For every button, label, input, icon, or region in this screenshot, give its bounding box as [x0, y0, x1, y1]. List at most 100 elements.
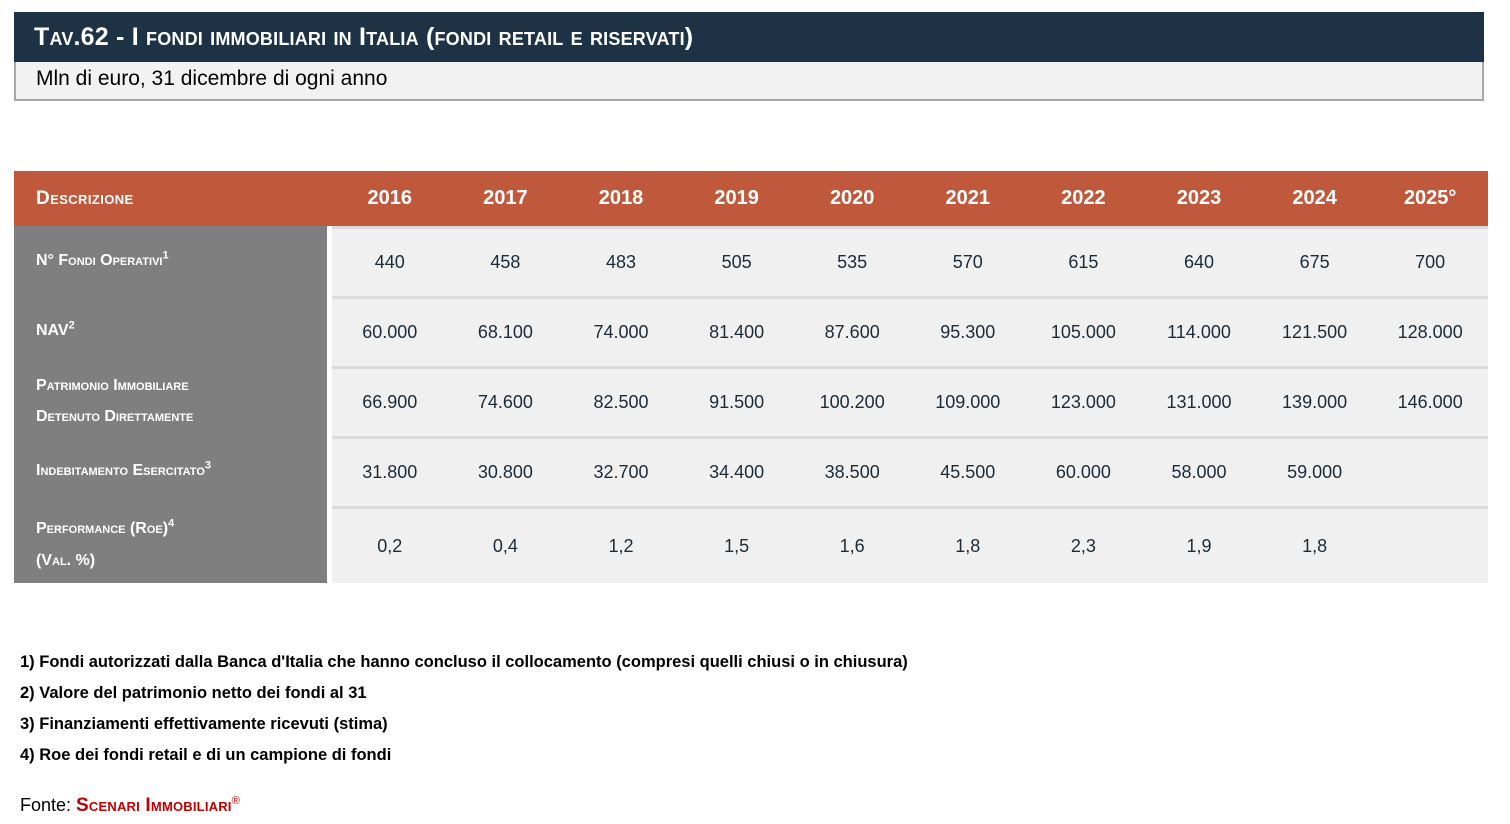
year-header: 2021	[945, 187, 991, 209]
year-header: 2020	[829, 187, 875, 209]
table-cell: 32.700	[563, 436, 679, 506]
table-row: Performance (Roe)4 (Val. %) 0,2 0,4 1,2 1,5 1,…	[14, 506, 1488, 583]
row-label-main: N° Fondi Operativi	[36, 252, 163, 270]
table-row: NAV2 60.000 68.100 74.000 81.400 87.600 95.300…	[14, 296, 1488, 366]
row-label-text: Indebitamento Esercitato3	[36, 455, 327, 486]
footnote: 3) Finanziamenti effettivamente ricevuti…	[20, 715, 388, 733]
table-cell: 38.500	[794, 436, 910, 506]
table-subtitle: Mln di euro, 31 dicembre di ogni anno	[36, 67, 388, 90]
table-cell: 60.000	[1025, 436, 1142, 506]
year-header: 2018	[598, 187, 644, 209]
table-cell: 91.500	[678, 366, 795, 436]
row-label-secondary: Detenuto Direttamente	[36, 408, 194, 425]
row-label: Indebitamento Esercitato3	[14, 436, 332, 506]
year-header: 2024	[1292, 187, 1337, 209]
table-cell: 2,3	[1025, 506, 1142, 583]
year-header: 2016	[367, 187, 413, 209]
table-cell: 458	[447, 226, 564, 296]
row-label-secondary: (Val. %)	[36, 551, 96, 569]
table-cell: 128.000	[1372, 296, 1488, 366]
table-cell: 131.000	[1141, 366, 1257, 436]
table-cell: 100.200	[794, 366, 910, 436]
year-header: 2017	[483, 187, 528, 209]
year-header: 2025°	[1403, 187, 1457, 209]
table-cell: 535	[794, 226, 910, 296]
row-label-main: NAV	[36, 322, 69, 340]
footnote-ref: 4	[168, 517, 175, 530]
table-cell: 68.100	[447, 296, 564, 366]
table-cell	[1372, 506, 1488, 583]
table-cell: 31.800	[332, 436, 448, 506]
table-cell: 45.500	[909, 436, 1026, 506]
table-cell: 87.600	[794, 296, 910, 366]
table-cell: 1,6	[794, 506, 910, 583]
table-cell: 700	[1372, 226, 1488, 296]
table-subtitle-bar: Mln di euro, 31 dicembre di ogni anno	[14, 62, 1484, 101]
table-cell: 139.000	[1256, 366, 1373, 436]
table-cell: 505	[678, 226, 795, 296]
row-label-main: Patrimonio Immobiliare	[36, 376, 189, 394]
table-cell: 1,8	[909, 506, 1026, 583]
table-cell: 570	[909, 226, 1026, 296]
table-cell: 59.000	[1256, 436, 1373, 506]
table-cell: 74.000	[563, 296, 679, 366]
table-row: Indebitamento Esercitato3 31.800 30.800 32.…	[14, 436, 1488, 506]
table-cell: 82.500	[563, 366, 679, 436]
row-label: Performance (Roe)4 (Val. %)	[14, 506, 332, 583]
table-body: N° Fondi Operativi1 440 458 483 505 535 570 615…	[14, 226, 1488, 583]
table-title: Tav.62 - I fondi immobiliari in Italia (…	[34, 22, 694, 51]
source-name: Scenari Immobiliari	[76, 795, 232, 816]
table-cell: 30.800	[447, 436, 564, 506]
table-cell: 114.000	[1141, 296, 1257, 366]
table-cell: 146.000	[1372, 366, 1488, 436]
row-label-text: N° Fondi Operativi1	[36, 245, 327, 276]
footnote-ref: 2	[68, 320, 75, 333]
table-cell: 74.600	[447, 366, 564, 436]
row-label-text: NAV2	[36, 315, 327, 346]
footnote: 1) Fondi autorizzati dalla Banca d'Itali…	[20, 653, 908, 671]
table-cell: 0,4	[447, 506, 564, 583]
registered-mark: ®	[231, 795, 240, 807]
table-cell: 123.000	[1025, 366, 1142, 436]
table-cell: 81.400	[678, 296, 795, 366]
year-header: 2019	[714, 187, 759, 209]
data-table: Descrizione 2016 2017 2018 2019 2020 2021 2022…	[14, 171, 1488, 583]
footnote-ref: 3	[204, 460, 212, 473]
row-label: N° Fondi Operativi1	[14, 226, 332, 296]
table-cell: 1,9	[1141, 506, 1257, 583]
column-header-descrizione: Descrizione	[36, 187, 134, 209]
row-label-main: Indebitamento Esercitato	[36, 462, 205, 480]
table-cell: 615	[1025, 226, 1142, 296]
row-label-text: Performance (Roe)4	[36, 513, 327, 544]
table-cell: 109.000	[909, 366, 1026, 436]
table-cell: 66.900	[332, 366, 448, 436]
row-label-main: Performance (Roe)	[36, 520, 169, 538]
row-label: NAV2	[14, 296, 332, 366]
table-cell: 1,8	[1256, 506, 1373, 583]
table-cell	[1372, 436, 1488, 506]
table-cell: 105.000	[1025, 296, 1142, 366]
table-header-row: Descrizione 2016 2017 2018 2019 2020 2021 2022…	[14, 171, 1488, 226]
table-cell: 1,5	[678, 506, 795, 583]
table-row: Patrimonio Immobiliare Detenuto Direttame…	[14, 366, 1488, 436]
footnote: 2) Valore del patrimonio netto dei fondi…	[20, 684, 367, 702]
table-cell: 1,2	[563, 506, 679, 583]
table-cell: 483	[563, 226, 679, 296]
source-prefix: Fonte:	[20, 795, 72, 815]
table-cell: 675	[1256, 226, 1373, 296]
row-label: Patrimonio Immobiliare Detenuto Direttame…	[14, 366, 332, 436]
footnote: 4) Roe dei fondi retail e di un campione…	[20, 746, 392, 764]
row-label-text: Patrimonio Immobiliare	[36, 370, 327, 401]
table-cell: 121.500	[1256, 296, 1373, 366]
table-cell: 34.400	[678, 436, 795, 506]
year-header: 2022	[1061, 187, 1106, 209]
year-header: 2023	[1176, 187, 1222, 209]
table-row: N° Fondi Operativi1 440 458 483 505 535 570 615…	[14, 226, 1488, 296]
footnote-ref: 1	[162, 250, 169, 263]
table-title-bar: Tav.62 - I fondi immobiliari in Italia (…	[14, 12, 1484, 62]
table-cell: 60.000	[332, 296, 448, 366]
table-cell: 640	[1141, 226, 1257, 296]
table-cell: 58.000	[1141, 436, 1257, 506]
footnotes: 1) Fondi autorizzati dalla Banca d'Itali…	[20, 647, 1496, 771]
